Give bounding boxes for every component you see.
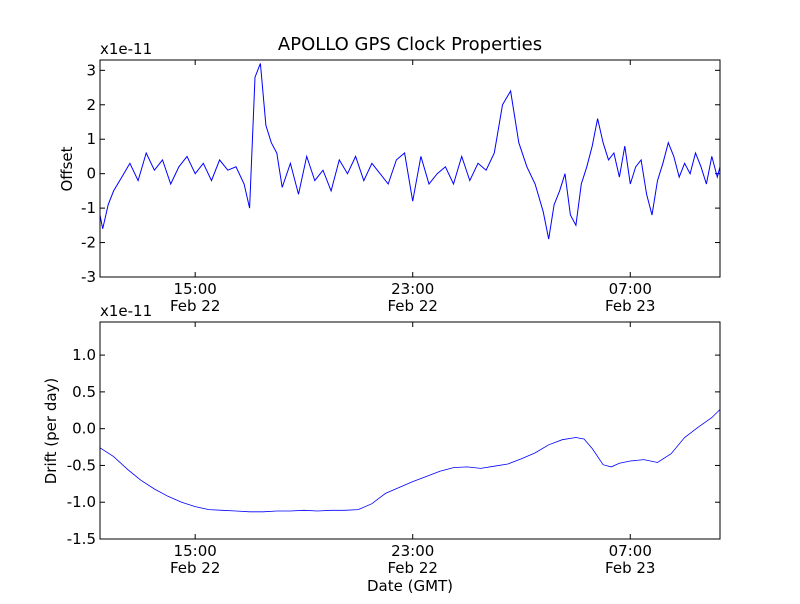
offset-y-axis-label: Offset — [58, 146, 76, 191]
offset-xtick-date-label: Feb 22 — [170, 297, 220, 315]
drift-ytick-label: 0.5 — [72, 383, 96, 401]
offset-series — [99, 63, 721, 240]
offset-ytick-label: -3 — [81, 268, 96, 286]
drift-ytick-label: -1.0 — [67, 493, 96, 511]
drift-xtick-time-label: 15:00 — [174, 542, 217, 560]
offset-ytick-label: 2 — [86, 96, 96, 114]
drift-panel: x1e-11 Drift (per day) -1.5 -1.0 -0.5 0.0 0.… — [42, 302, 721, 595]
offset-xtick-date-label: Feb 22 — [388, 297, 438, 315]
offset-ytick-label: 3 — [86, 61, 96, 79]
chart-title: APOLLO GPS Clock Properties — [278, 34, 542, 55]
drift-plot-frame — [99, 321, 721, 540]
drift-ytick-label: 1.0 — [72, 346, 96, 364]
drift-xtick-date-label: Feb 22 — [170, 559, 220, 577]
drift-ytick-label: 0.0 — [72, 420, 96, 438]
offset-ytick-label: 0 — [86, 165, 96, 183]
offset-plot-frame — [99, 59, 721, 278]
drift-xtick-date-label: Feb 23 — [605, 559, 655, 577]
drift-xtick-time-label: 07:00 — [609, 542, 652, 560]
offset-xtick-time-label: 23:00 — [391, 280, 434, 298]
drift-y-axis-label: Drift (per day) — [42, 378, 60, 485]
offset-xtick-time-label: 15:00 — [174, 280, 217, 298]
drift-ytick-label: -0.5 — [67, 456, 96, 474]
drift-xtick-time-label: 23:00 — [391, 542, 434, 560]
offset-xtick-date-label: Feb 23 — [605, 297, 655, 315]
offset-xtick-time-label: 07:00 — [609, 280, 652, 298]
drift-xtick-date-label: Feb 22 — [388, 559, 438, 577]
x-axis-label: Date (GMT) — [367, 577, 453, 595]
offset-series-line — [99, 63, 721, 240]
drift-scale-label: x1e-11 — [100, 302, 152, 320]
offset-scale-label: x1e-11 — [100, 40, 152, 58]
offset-ytick-label: 1 — [86, 130, 96, 148]
drift-ytick-label: -1.5 — [67, 530, 96, 548]
offset-ytick-label: -1 — [81, 199, 96, 217]
offset-ytick-label: -2 — [81, 234, 96, 252]
